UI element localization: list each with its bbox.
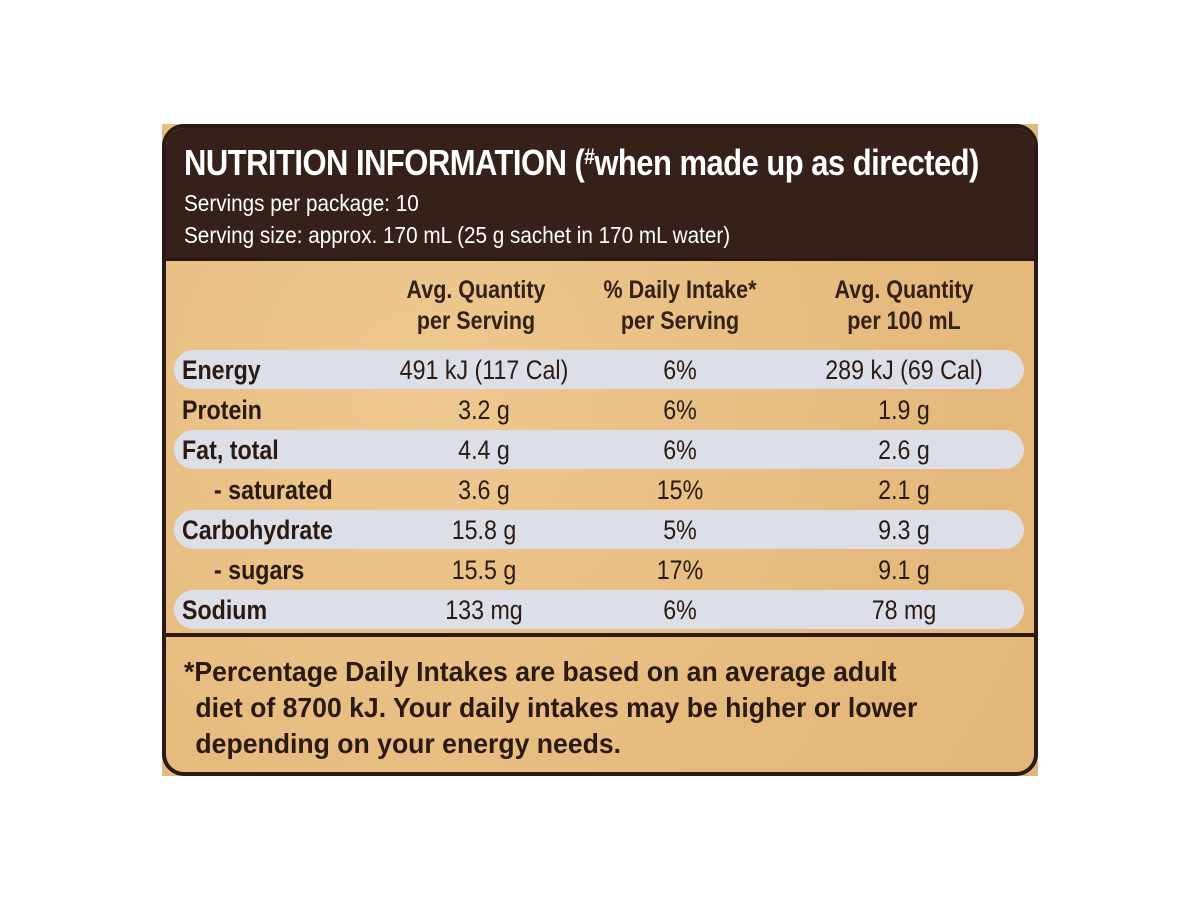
per-serving-value: 4.4 g (458, 435, 510, 465)
column-header-per-100ml: Avg. Quantity per 100 mL (834, 276, 974, 335)
serving-size: Serving size: approx. 170 mL (25 g sache… (184, 222, 731, 248)
footnote-divider (166, 633, 1034, 637)
nutrient-row-sodium: Sodium 133 mg 6% 78 mg (174, 590, 1024, 629)
daily-intake-value: 6% (663, 395, 697, 425)
daily-intake-value: 6% (663, 435, 697, 465)
nutrition-title: NUTRITION INFORMATION (#when made up as … (184, 142, 979, 183)
per-100ml-value: 1.9 g (878, 395, 930, 425)
per-100ml-value: 9.3 g (878, 515, 930, 545)
nutrient-name: - saturated (214, 475, 333, 505)
nutrition-header: NUTRITION INFORMATION (#when made up as … (166, 128, 1034, 261)
nutrient-name: Fat, total (182, 435, 279, 465)
nutrient-row-sugars: - sugars 15.5 g 17% 9.1 g (174, 550, 1024, 589)
footnote-line: diet of 8700 kJ. Your daily intakes may … (195, 692, 918, 723)
nutrient-name: - sugars (214, 555, 305, 585)
nutrient-row-energy: Energy 491 kJ (117 Cal) 6% 289 kJ (69 Ca… (174, 350, 1024, 389)
daily-intake-footnote: *Percentage Daily Intakes are based on a… (184, 654, 1001, 762)
daily-intake-value: 15% (656, 475, 704, 505)
made-up-marker: # (584, 144, 595, 169)
per-100ml-value: 9.1 g (878, 555, 930, 585)
per-100ml-value: 2.1 g (878, 475, 930, 505)
nutrient-table: Energy 491 kJ (117 Cal) 6% 289 kJ (69 Ca… (174, 350, 1024, 630)
servings-per-package: Servings per package: 10 (184, 190, 419, 216)
per-serving-value: 15.8 g (451, 515, 517, 545)
footnote-line: depending on your energy needs. (195, 728, 622, 759)
footnote-line: *Percentage Daily Intakes are based on a… (184, 656, 897, 687)
nutrient-row-fat-total: Fat, total 4.4 g 6% 2.6 g (174, 430, 1024, 469)
nutrient-name: Sodium (182, 595, 268, 625)
per-100ml-value: 289 kJ (69 Cal) (825, 355, 983, 385)
column-header-per-serving: Avg. Quantity per Serving (406, 276, 546, 335)
per-serving-value: 3.2 g (458, 395, 510, 425)
nutrient-row-saturated: - saturated 3.6 g 15% 2.1 g (174, 470, 1024, 509)
nutrition-label: NUTRITION INFORMATION (#when made up as … (162, 124, 1038, 776)
per-serving-value: 15.5 g (451, 555, 517, 585)
per-serving-value: 491 kJ (117 Cal) (399, 355, 569, 385)
column-header-daily-intake: % Daily Intake* per Serving (603, 276, 757, 335)
daily-intake-value: 17% (656, 555, 704, 585)
nutrient-name: Carbohydrate (182, 515, 333, 545)
nutrient-row-protein: Protein 3.2 g 6% 1.9 g (174, 390, 1024, 429)
per-serving-value: 3.6 g (458, 475, 510, 505)
nutrient-name: Protein (182, 395, 262, 425)
nutrient-row-carbohydrate: Carbohydrate 15.8 g 5% 9.3 g (174, 510, 1024, 549)
per-serving-value: 133 mg (445, 595, 523, 625)
nutrient-name: Energy (182, 355, 261, 385)
nutrition-panel: NUTRITION INFORMATION (#when made up as … (162, 124, 1038, 776)
daily-intake-value: 6% (663, 355, 697, 385)
daily-intake-value: 6% (663, 595, 697, 625)
per-100ml-value: 2.6 g (878, 435, 930, 465)
per-100ml-value: 78 mg (871, 595, 937, 625)
daily-intake-value: 5% (663, 515, 697, 545)
